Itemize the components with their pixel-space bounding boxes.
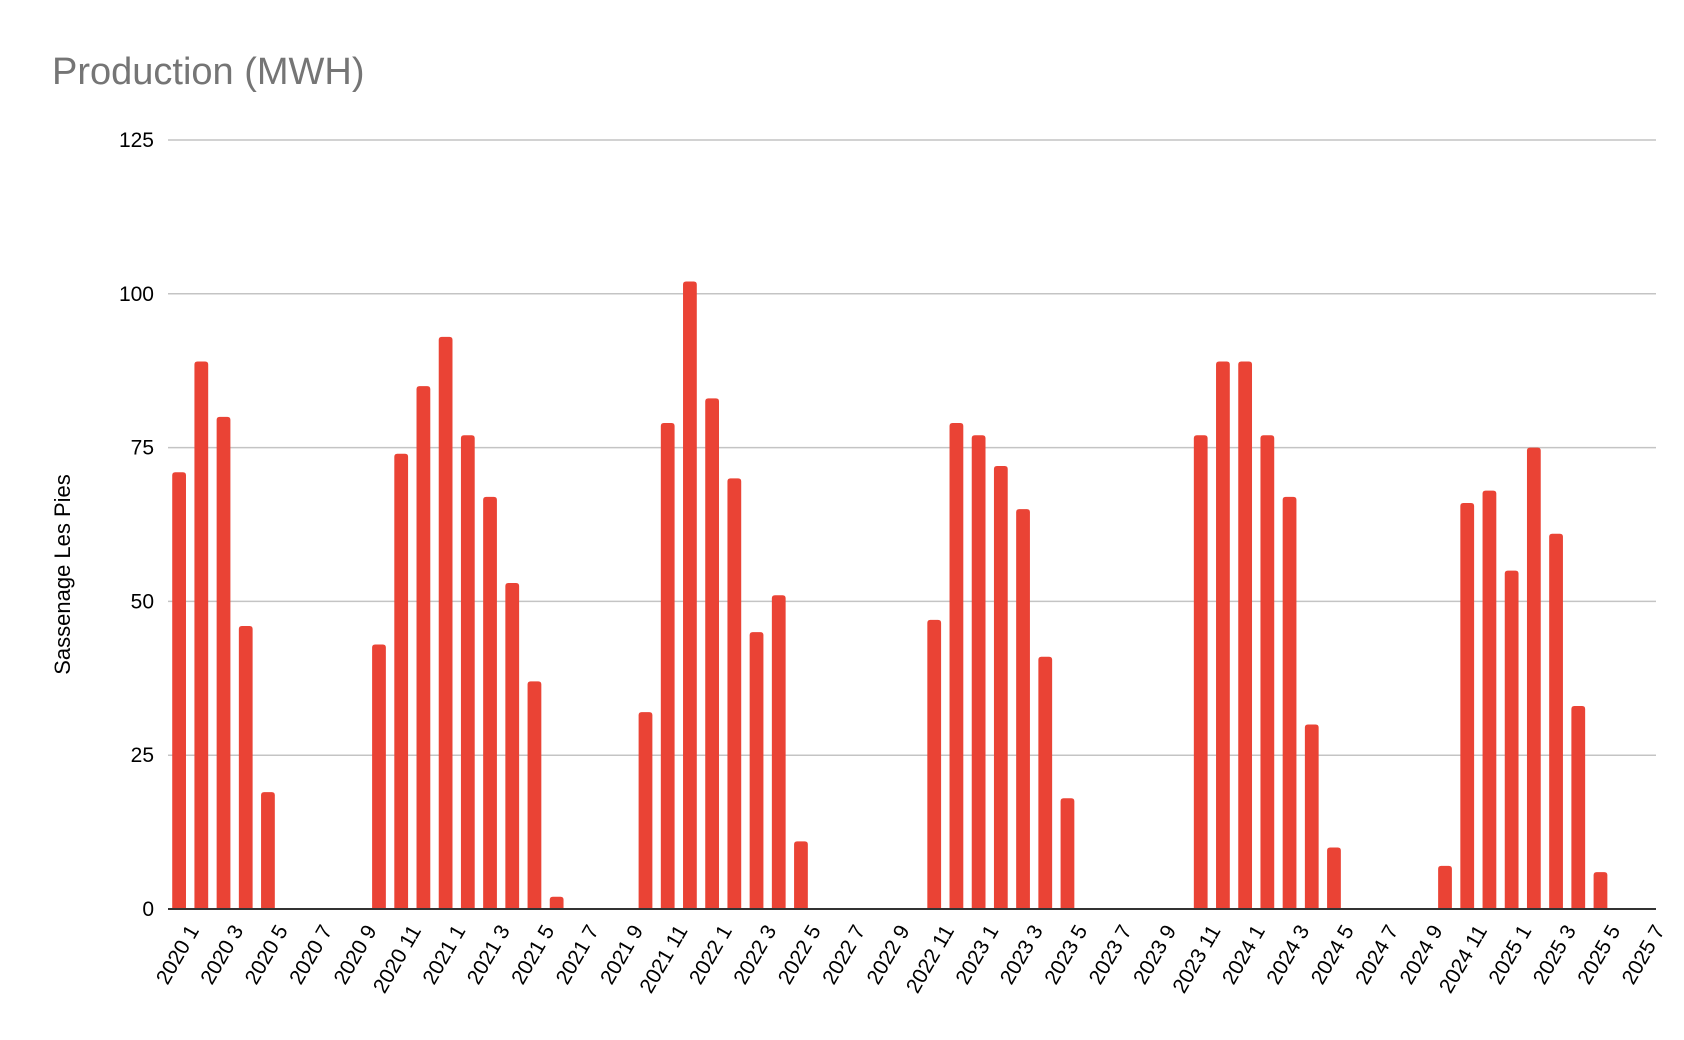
y-tick-label: 0	[142, 898, 154, 921]
bar	[394, 453, 409, 909]
bar	[749, 632, 764, 909]
bar	[771, 595, 786, 909]
bar	[1304, 724, 1319, 909]
y-tick-label: 50	[131, 590, 154, 613]
bar	[1060, 798, 1075, 909]
x-tick-label: 2021 1	[418, 921, 470, 988]
bar	[705, 398, 720, 909]
x-tick-label: 2023 1	[951, 921, 1003, 988]
y-tick-label: 125	[119, 129, 154, 152]
bar	[438, 336, 453, 909]
x-tick-label: 2023 7	[1085, 921, 1137, 988]
bar	[505, 582, 520, 909]
bar	[1260, 435, 1275, 909]
bar	[527, 681, 542, 909]
y-tick-label: 100	[119, 283, 154, 306]
bar	[216, 416, 231, 909]
x-tick-label: 2023 5	[1040, 921, 1092, 988]
bar	[794, 841, 808, 909]
x-tick-label: 2020 5	[241, 921, 293, 988]
x-tick-label: 2024 7	[1351, 921, 1403, 988]
bar	[1593, 872, 1608, 909]
bar	[549, 896, 564, 909]
bar	[416, 386, 431, 910]
bar	[993, 466, 1008, 909]
x-tick-label: 2022 5	[774, 921, 826, 988]
x-tick-label: 2023 3	[996, 921, 1048, 988]
bars	[172, 281, 1608, 910]
bar	[1482, 490, 1497, 909]
bar	[638, 712, 653, 909]
x-tick-label: 2024 5	[1307, 921, 1359, 988]
bar	[660, 422, 675, 909]
bar	[1282, 496, 1297, 909]
y-axis-label: Sassenage Les Pies	[50, 474, 75, 675]
y-tick-label: 75	[131, 437, 154, 460]
bar	[238, 626, 253, 909]
x-tick-label: 2025 5	[1573, 921, 1625, 988]
bar	[1526, 447, 1541, 909]
x-tick-label: 2025 3	[1529, 921, 1581, 988]
bar	[727, 478, 742, 909]
bar	[1038, 656, 1053, 909]
x-tick-label: 2025 1	[1484, 921, 1536, 988]
bar	[460, 435, 475, 909]
bar	[261, 792, 275, 909]
bar	[1193, 435, 1208, 909]
bar	[1438, 865, 1452, 909]
bar	[1016, 509, 1030, 909]
x-tick-label: 2024 1	[1218, 921, 1270, 988]
bar	[1216, 361, 1230, 909]
bar	[1571, 705, 1586, 909]
x-tick-label: 2025 7	[1618, 921, 1670, 988]
bar	[949, 422, 964, 909]
bar	[1327, 847, 1341, 909]
x-tick-label: 2021 3	[463, 921, 515, 988]
bar	[683, 281, 697, 910]
x-tick-label: 2021 5	[507, 921, 559, 988]
x-tick-label: 2020 7	[285, 921, 337, 988]
chart-title: Production (MWH)	[52, 51, 365, 93]
x-tick-label: 2022 1	[685, 921, 737, 988]
bar	[172, 472, 186, 909]
x-tick-label: 2020 1	[152, 921, 204, 988]
x-tick-label: 2024 3	[1262, 921, 1314, 988]
bar	[1504, 570, 1519, 909]
bar	[372, 644, 386, 909]
y-axis-ticks: 0 25 50 75 100 125	[119, 129, 154, 921]
x-tick-label: 2020 3	[196, 921, 248, 988]
gridlines	[168, 139, 1656, 756]
bar	[483, 496, 497, 909]
x-tick-label: 2021 7	[552, 921, 604, 988]
bar	[927, 619, 942, 909]
x-tick-label: 2022 3	[729, 921, 781, 988]
bar	[971, 435, 986, 909]
bar	[1238, 361, 1253, 909]
bar	[1460, 502, 1475, 909]
bar	[194, 361, 209, 909]
y-tick-label: 25	[131, 744, 154, 767]
x-tick-label: 2022 7	[818, 921, 870, 988]
bar	[1549, 533, 1563, 909]
